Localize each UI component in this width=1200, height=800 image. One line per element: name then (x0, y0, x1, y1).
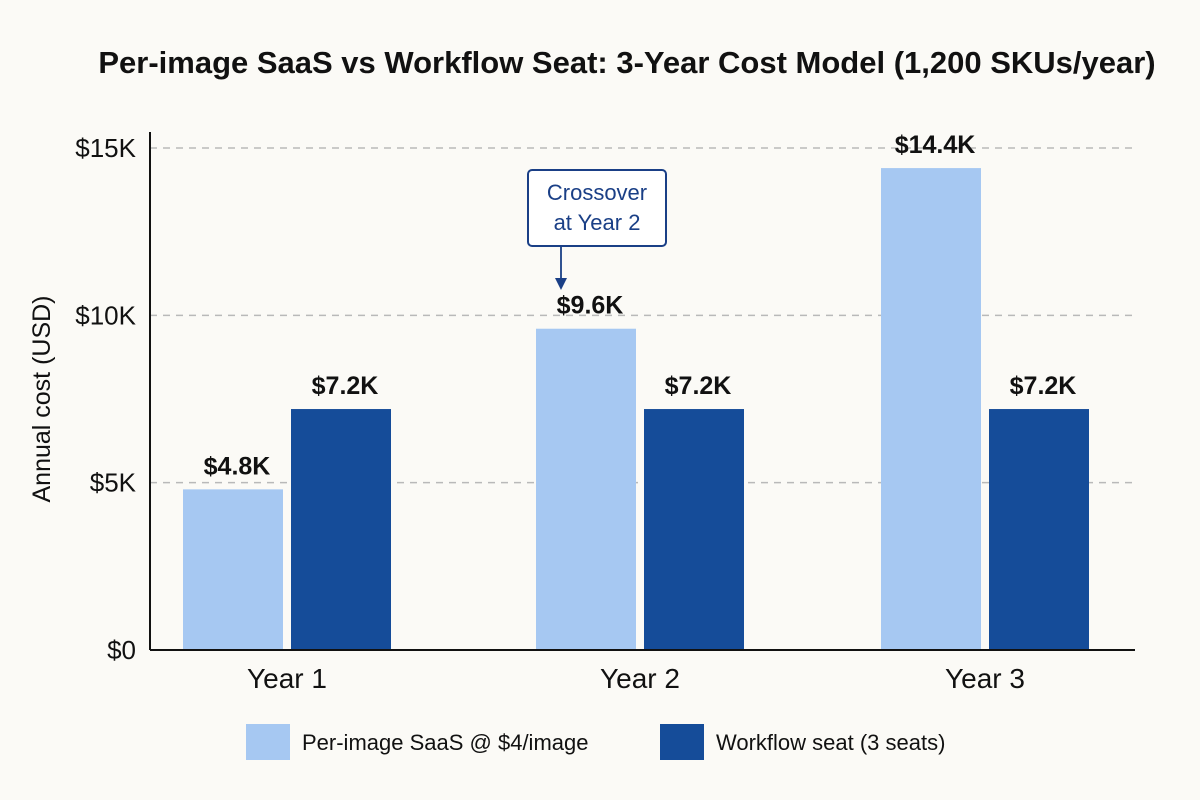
data-label: $14.4K (895, 131, 976, 159)
data-label: $7.2K (665, 372, 732, 400)
x-tick-label: Year 1 (247, 663, 327, 694)
legend-label: Per-image SaaS @ $4/image (302, 730, 588, 755)
bar-saas-2 (536, 328, 636, 650)
bar-seat-2 (644, 409, 744, 650)
data-label: $7.2K (312, 372, 379, 400)
bar-saas-1 (183, 489, 283, 650)
data-labels: $4.8K $7.2K $9.6K $7.2K $14.4K $7.2K (204, 131, 1077, 480)
data-label: $7.2K (1010, 372, 1077, 400)
annotation-text: at Year 2 (554, 210, 641, 235)
annotation: Crossover at Year 2 (527, 169, 667, 290)
bar-seat-1 (291, 409, 391, 650)
data-label: $4.8K (204, 452, 271, 480)
legend: Per-image SaaS @ $4/image Workflow seat (… (246, 724, 945, 760)
legend-swatch (660, 724, 704, 760)
x-tick-label: Year 2 (600, 663, 680, 694)
y-tick-label: $0 (107, 635, 136, 665)
y-tick-label: $5K (90, 468, 137, 498)
legend-swatch (246, 724, 290, 760)
annotation-arrow-head (555, 278, 567, 290)
annotation-text: Crossover (547, 180, 647, 205)
bar-seat-3 (989, 409, 1089, 650)
bar-saas-3 (881, 168, 981, 650)
bars (183, 168, 1089, 650)
legend-label: Workflow seat (3 seats) (716, 730, 945, 755)
y-tick-label: $10K (75, 300, 136, 330)
axes: $0 $5K $10K $15K Annual cost (USD) Year 1 Year… (28, 132, 1135, 694)
annotation-box (527, 169, 667, 247)
y-axis-label: Annual cost (USD) (28, 295, 56, 502)
x-tick-label: Year 3 (945, 663, 1025, 694)
data-label: $9.6K (557, 292, 624, 320)
y-tick-label: $15K (75, 133, 136, 163)
chart-title: Per-image SaaS vs Workflow Seat: 3-Year … (98, 45, 1155, 80)
